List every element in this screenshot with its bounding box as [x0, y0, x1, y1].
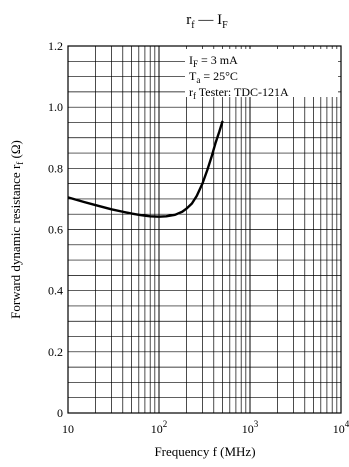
annotation-line: IF = 3 mA	[189, 53, 238, 69]
x-tick-label: 102	[151, 419, 168, 436]
annotation-line: Ta = 25°C	[189, 69, 238, 85]
y-tick-label: 1.2	[48, 39, 63, 53]
x-tick-label: 104	[333, 419, 349, 436]
y-tick-label: 1.0	[48, 100, 63, 114]
y-tick-label: 0.2	[48, 345, 63, 359]
y-tick-label: 0.6	[48, 223, 63, 237]
plot-frame	[67, 45, 342, 414]
series-curve	[67, 120, 224, 218]
x-axis-label: Frequency f (MHz)	[154, 444, 255, 459]
y-axis-label: Forward dynamic resistance rf (Ω)	[8, 140, 25, 319]
annotation-background	[185, 49, 338, 97]
text-labels: 0 0.2 0.4 0.6 0.8 1.0 1.2 10 102 103 104 rf — IF Fre…	[8, 12, 349, 459]
curve-layer	[67, 120, 224, 218]
grid-lines	[68, 46, 341, 413]
y-tick-label: 0.4	[48, 284, 63, 298]
chart-title: rf — IF	[186, 12, 228, 31]
x-tick-label: 10	[62, 422, 74, 436]
y-tick-label: 0.8	[48, 161, 63, 175]
annotation-line: rf Tester: TDC-121A	[189, 85, 289, 101]
axes	[67, 45, 342, 414]
x-tick-label: 103	[242, 419, 259, 436]
y-tick-label: 0	[57, 406, 63, 420]
